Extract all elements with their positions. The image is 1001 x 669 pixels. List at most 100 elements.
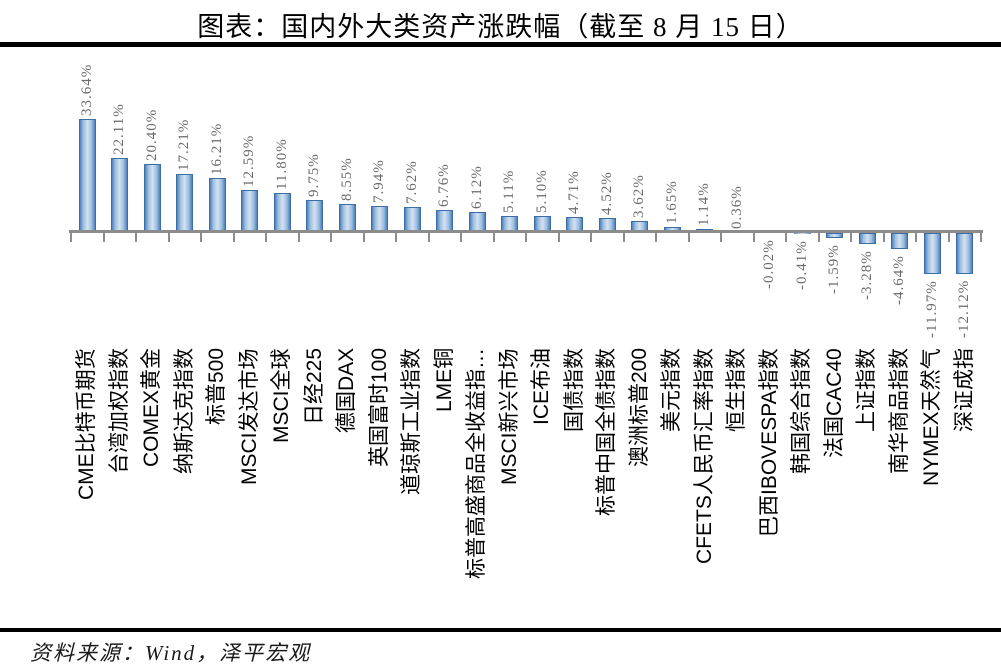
bar: [793, 233, 811, 235]
category-label: 标普500: [205, 347, 229, 425]
bar: [826, 233, 844, 239]
bar: [371, 206, 389, 233]
category-label: MSCI全球: [270, 348, 294, 444]
category-label: CME比特币期货: [75, 348, 99, 500]
category-label: 巴西IBOVESPA指数: [757, 348, 781, 537]
axis-tick: [557, 233, 560, 242]
category-label: 法国CAC40: [822, 348, 846, 458]
value-label: 1.14%: [696, 182, 713, 227]
axis-tick: [720, 233, 722, 242]
category-label: 日经225: [302, 347, 326, 425]
bar: [306, 199, 324, 233]
value-label: 9.75%: [306, 153, 323, 197]
axis-tick: [980, 233, 982, 242]
axis-tick: [492, 233, 495, 242]
category-label: 恒生指数: [725, 348, 749, 432]
value-label: 17.21%: [176, 119, 193, 172]
value-label: -0.02%: [761, 239, 778, 290]
value-label: 20.40%: [143, 108, 160, 161]
bar: [241, 190, 259, 233]
value-label: 5.11%: [501, 169, 518, 213]
value-label: -11.97%: [923, 280, 940, 338]
bar: [143, 163, 161, 233]
bar: [273, 192, 291, 233]
bar: [176, 174, 194, 233]
axis-tick: [687, 233, 690, 242]
axis-tick: [947, 233, 950, 242]
axis-tick: [167, 233, 170, 242]
axis-tick: [817, 233, 820, 242]
bar: [956, 233, 974, 275]
value-label: 12.59%: [241, 134, 258, 188]
value-label: -3.28%: [858, 250, 875, 301]
axis-tick: [752, 233, 755, 242]
value-label: -12.12%: [956, 279, 973, 339]
value-label: 4.52%: [598, 170, 615, 215]
x-axis-line: [69, 230, 983, 233]
bar: [858, 233, 876, 245]
axis-tick: [622, 233, 625, 242]
axis-tick: [590, 233, 592, 242]
category-label: 上证指数: [855, 348, 879, 432]
value-label: 22.11%: [111, 103, 128, 155]
bar: [111, 157, 129, 233]
category-label: MSCI新兴市场: [497, 348, 521, 486]
category-label: 美元指数: [660, 348, 684, 432]
category-label: 韩国综合指数: [790, 348, 814, 474]
chart-title: 图表：国内外大类资产涨跌幅（截至 8 月 15 日）: [197, 12, 804, 42]
axis-tick: [427, 233, 430, 242]
value-label: 16.21%: [208, 122, 225, 175]
axis-tick: [362, 233, 365, 242]
category-label: 英国富时100: [367, 347, 391, 467]
axis-tick: [785, 233, 787, 242]
axis-tick: [915, 233, 917, 242]
category-label: 深证成指: [952, 348, 976, 432]
axis-tick: [395, 233, 397, 242]
category-label: 纳斯达克指数: [172, 348, 196, 474]
category-label: 国债指数: [562, 348, 586, 432]
axis-tick: [102, 233, 105, 242]
value-label: -1.59%: [826, 244, 843, 295]
value-label: 7.62%: [403, 160, 420, 205]
value-label: -0.41%: [793, 240, 810, 291]
category-label: LME铜: [432, 347, 456, 412]
bar: [923, 233, 941, 274]
category-label: NYMEX天然气: [920, 348, 944, 486]
value-label: 6.12%: [468, 165, 485, 210]
category-label: 德国DAX: [335, 347, 359, 433]
bar: [78, 118, 96, 233]
category-label: 南华商品指数: [887, 348, 911, 474]
category-label: 道琼斯工业指数: [400, 348, 424, 495]
category-label: 标普高盛商品全收益指…: [465, 348, 489, 579]
axis-tick: [265, 233, 267, 242]
axis-tick: [330, 233, 332, 242]
axis-tick: [655, 233, 657, 242]
value-label: 0.36%: [728, 185, 745, 229]
category-label: 标普中国全债指数: [595, 348, 619, 516]
bottom-divider-line: [0, 628, 1001, 632]
value-label: 4.71%: [566, 170, 583, 214]
axis-tick: [850, 233, 852, 242]
axis-tick: [882, 233, 885, 242]
value-label: 6.76%: [436, 163, 453, 208]
bar: [891, 233, 909, 249]
value-label: 11.80%: [273, 138, 290, 190]
axis-tick: [200, 233, 202, 242]
category-label: 澳洲标普200: [627, 347, 651, 467]
category-label: ICE布油: [530, 347, 554, 425]
category-label: CFETS人民币汇率指数: [692, 348, 716, 564]
axis-tick: [297, 233, 300, 242]
bar: [208, 177, 226, 233]
top-divider-line: [0, 42, 1001, 47]
value-label: -4.64%: [891, 255, 908, 305]
axis-tick: [70, 233, 72, 242]
axis-tick: [525, 233, 527, 242]
source-note: 资料来源：Wind，泽平宏观: [30, 641, 312, 665]
value-label: 33.64%: [78, 63, 95, 116]
value-label: 1.65%: [663, 180, 680, 225]
value-label: 7.94%: [371, 159, 388, 203]
value-label: 3.62%: [631, 173, 648, 218]
category-label: MSCI发达市场: [237, 348, 261, 486]
axis-tick: [460, 233, 462, 242]
